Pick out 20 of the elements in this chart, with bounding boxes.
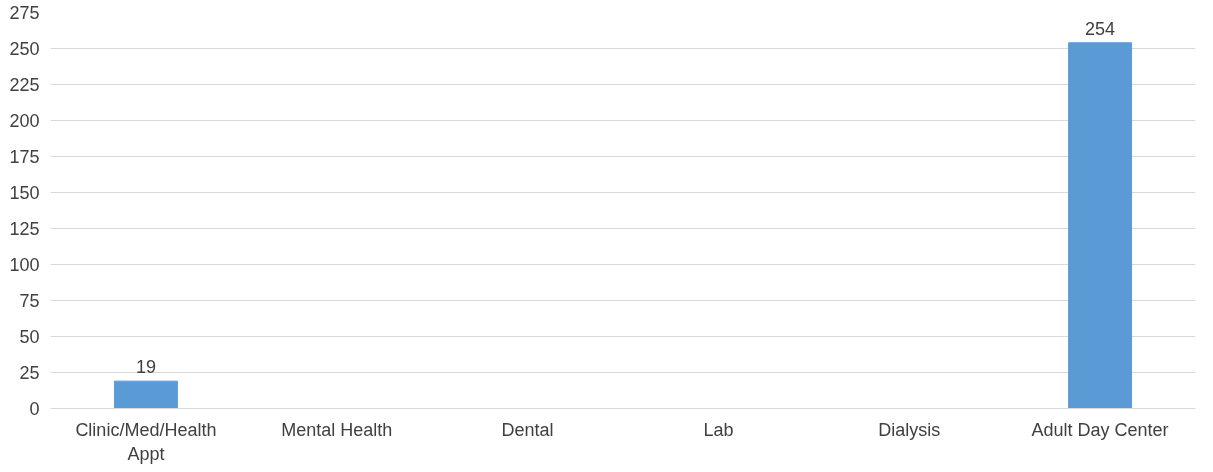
y-tick-label: 100 [9,255,40,275]
x-tick-label: Clinic/Med/Health Appt [75,419,217,464]
y-tick-label: 25 [19,363,40,383]
x-tick-label: Adult Day Center [1031,419,1169,440]
y-tick-label: 275 [9,3,40,23]
y-tick-label: 225 [9,75,40,95]
x-tick-label: Mental Health [281,419,393,440]
y-tick-label: 75 [19,291,40,311]
y-tick-label: 125 [9,219,40,239]
data-label: 19 [135,357,156,378]
data-label: 254 [1085,18,1116,39]
x-tick-label: Dialysis [878,419,941,440]
y-tick-label: 250 [9,39,40,59]
y-tick-label: 175 [9,147,40,167]
y-tick-label: 150 [9,183,40,203]
y-tick-label: 200 [9,111,40,131]
y-tick-label: 50 [19,327,40,347]
y-tick-label: 0 [29,399,40,419]
x-tick-label: Lab [703,419,734,440]
x-tick-label: Dental [501,419,554,440]
